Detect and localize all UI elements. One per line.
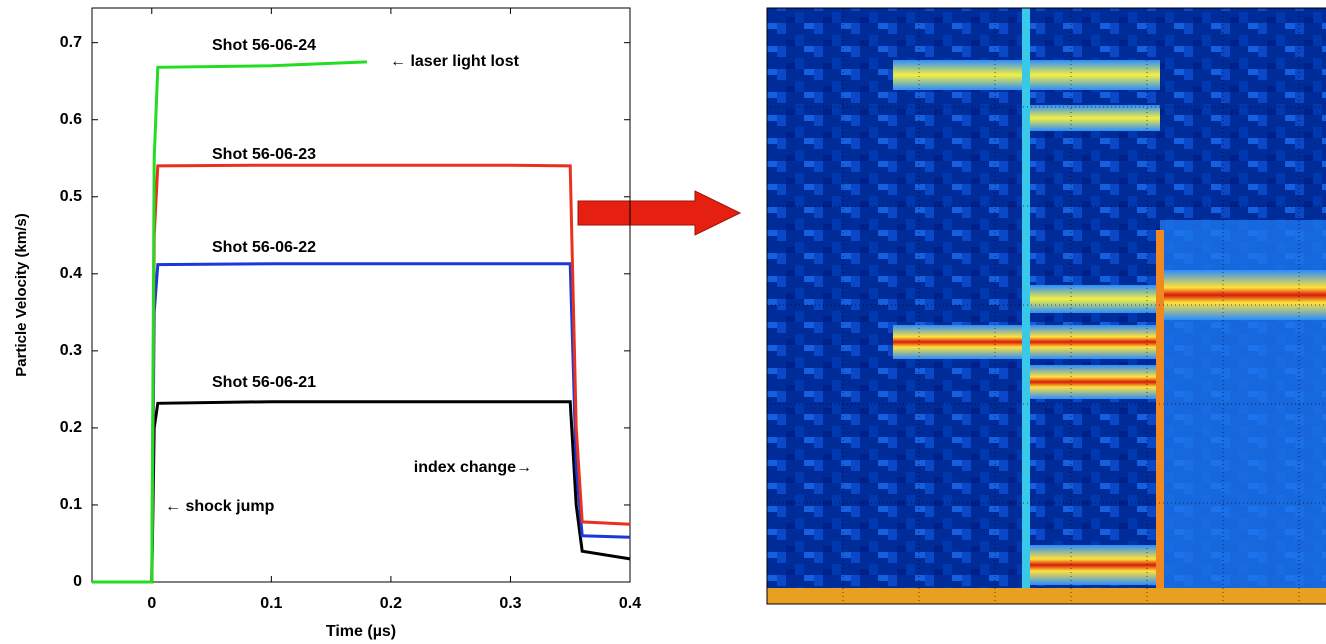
annotation: index change→ [414,459,532,476]
series-label: Shot 56-06-24 [212,37,316,54]
x-tick-label: 0.3 [499,595,521,612]
y-tick-label: 0 [73,573,82,590]
spectrogram-streak [1156,230,1164,604]
spectrogram-band [1160,270,1326,320]
y-tick-label: 0.1 [60,496,82,513]
annotation: ← laser light lost [390,53,520,70]
line-series [92,60,368,584]
y-tick-label: 0.6 [60,111,82,128]
spectrogram-streak [1022,8,1030,604]
y-tick-label: 0.2 [60,419,82,436]
plot-frame [91,7,631,583]
x-tick-label: 0 [147,595,156,612]
line-series [92,400,631,584]
spectrogram-band [1030,105,1160,131]
y-axis-label: Particle Velocity (km/s) [13,213,30,376]
spectrogram-band [1030,545,1160,585]
spectrogram-frame [766,7,1326,605]
spectrogram-band [1030,365,1160,399]
x-tick-label: 0.1 [260,595,282,612]
spectrogram-band [1030,285,1160,313]
y-tick-label: 0.5 [60,188,82,205]
x-axis-label: Time (µs) [326,623,396,640]
arrow [577,190,742,236]
y-tick-label: 0.4 [60,265,82,282]
x-tick-label: 0.2 [380,595,402,612]
y-tick-label: 0.7 [60,34,82,51]
series-label: Shot 56-06-22 [212,239,316,256]
annotation: ← shock jump [165,498,275,515]
line-series [92,262,631,584]
series-label: Shot 56-06-21 [212,374,316,391]
spectrogram [766,7,1326,605]
line-series [92,163,631,584]
y-tick-label: 0.3 [60,342,82,359]
spectrogram-grid [767,8,1326,604]
series-label: Shot 56-06-23 [212,146,316,163]
x-tick-label: 0.4 [619,595,641,612]
spectrogram-band [767,588,1326,604]
